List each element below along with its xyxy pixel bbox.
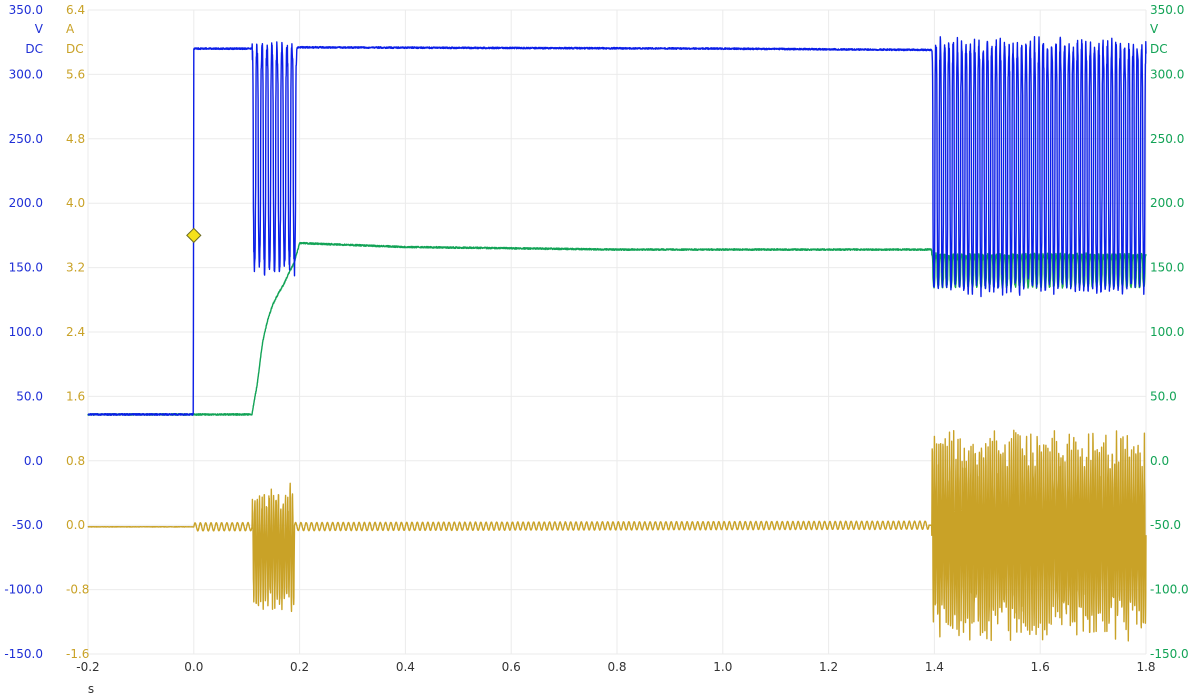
right-voltage-axis: 350.0 300.0 250.0 200.0 150.0 100.0 50.0 0.0 -50… bbox=[1150, 3, 1189, 661]
x-tick-label: 0.0 bbox=[184, 660, 203, 674]
left-current-tick-label: -0.8 bbox=[66, 583, 89, 597]
x-tick-label: 1.6 bbox=[1031, 660, 1050, 674]
left-current-unit-label: A bbox=[66, 22, 75, 36]
right-voltage-tick-label: 100.0 bbox=[1150, 325, 1184, 339]
x-tick-label: 1.2 bbox=[819, 660, 838, 674]
left-current-axis: 6.4 5.6 4.8 4.0 3.2 2.4 1.6 0.8 0.0 -0.8 -1.6 A DC bbox=[66, 3, 89, 661]
left-current-tick-label: 1.6 bbox=[66, 389, 85, 403]
left-voltage-tick-label: 300.0 bbox=[9, 67, 43, 81]
x-tick-label: 1.8 bbox=[1136, 660, 1155, 674]
left-voltage-tick-label: -50.0 bbox=[12, 518, 43, 532]
left-current-tick-label: 0.8 bbox=[66, 454, 85, 468]
trace-green bbox=[87, 241, 1147, 416]
left-voltage-tick-label: 50.0 bbox=[16, 389, 43, 403]
left-voltage-tick-label: 100.0 bbox=[9, 325, 43, 339]
left-voltage-tick-label: 150.0 bbox=[9, 261, 43, 275]
left-voltage-tick-label: -150.0 bbox=[4, 647, 43, 661]
right-voltage-tick-label: 250.0 bbox=[1150, 132, 1184, 146]
right-voltage-coupling-label: DC bbox=[1150, 42, 1168, 56]
left-current-tick-label: 4.8 bbox=[66, 132, 85, 146]
x-tick-label: 1.0 bbox=[713, 660, 732, 674]
left-voltage-tick-label: 200.0 bbox=[9, 196, 43, 210]
x-unit-label: s bbox=[88, 682, 94, 696]
left-current-tick-label: 0.0 bbox=[66, 518, 85, 532]
x-tick-label: 0.6 bbox=[502, 660, 521, 674]
right-voltage-tick-label: 200.0 bbox=[1150, 196, 1184, 210]
left-current-coupling-label: DC bbox=[66, 42, 84, 56]
left-current-tick-label: 5.6 bbox=[66, 67, 85, 81]
right-voltage-tick-label: 350.0 bbox=[1150, 3, 1184, 17]
right-voltage-tick-label: -50.0 bbox=[1150, 518, 1181, 532]
traces bbox=[87, 36, 1147, 642]
left-voltage-unit-label: V bbox=[35, 22, 44, 36]
left-voltage-tick-label: 350.0 bbox=[9, 3, 43, 17]
trigger-marker-icon bbox=[186, 227, 202, 244]
left-voltage-tick-label: 0.0 bbox=[24, 454, 43, 468]
trace-blue bbox=[87, 36, 1147, 416]
right-voltage-tick-label: -150.0 bbox=[1150, 647, 1189, 661]
x-tick-label: -0.2 bbox=[76, 660, 99, 674]
left-current-tick-label: -1.6 bbox=[66, 647, 89, 661]
left-voltage-tick-label: -100.0 bbox=[4, 583, 43, 597]
trigger-marker-group bbox=[186, 227, 202, 244]
right-voltage-tick-label: 0.0 bbox=[1150, 454, 1169, 468]
left-voltage-tick-label: 250.0 bbox=[9, 132, 43, 146]
left-current-tick-label: 2.4 bbox=[66, 325, 85, 339]
right-voltage-tick-label: 50.0 bbox=[1150, 389, 1177, 403]
right-voltage-tick-label: 150.0 bbox=[1150, 261, 1184, 275]
time-axis: -0.2 0.0 0.2 0.4 0.6 0.8 1.0 1.2 1.4 1.6 1.8 s bbox=[76, 660, 1155, 696]
x-tick-label: 0.8 bbox=[607, 660, 626, 674]
left-voltage-coupling-label: DC bbox=[25, 42, 43, 56]
x-tick-label: 1.4 bbox=[925, 660, 944, 674]
left-current-tick-label: 4.0 bbox=[66, 196, 85, 210]
trace-current bbox=[87, 429, 1147, 642]
right-voltage-unit-label: V bbox=[1150, 22, 1159, 36]
x-tick-label: 0.4 bbox=[396, 660, 415, 674]
left-current-tick-label: 3.2 bbox=[66, 261, 85, 275]
left-current-tick-label: 6.4 bbox=[66, 3, 85, 17]
right-voltage-tick-label: -100.0 bbox=[1150, 583, 1189, 597]
x-tick-label: 0.2 bbox=[290, 660, 309, 674]
left-voltage-axis: 350.0 300.0 250.0 200.0 150.0 100.0 50.0 0.0 -50… bbox=[4, 3, 43, 661]
right-voltage-tick-label: 300.0 bbox=[1150, 67, 1184, 81]
